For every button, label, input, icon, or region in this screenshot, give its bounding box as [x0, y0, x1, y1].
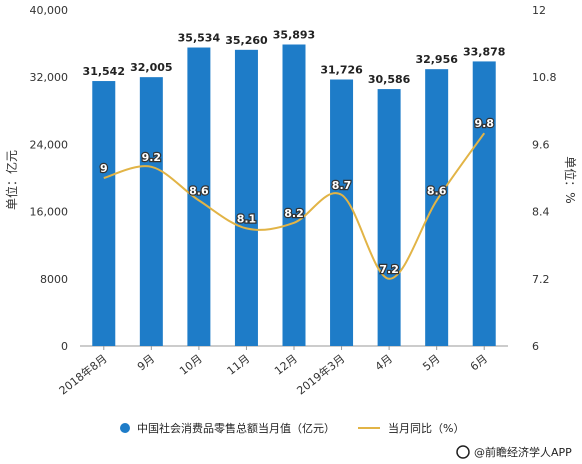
y-axis-right-title: 单位：%: [563, 156, 578, 203]
y-right-tick-label: 6: [532, 340, 539, 353]
x-tick-label: 11月: [225, 352, 253, 378]
line-value-label: 8.2: [284, 207, 304, 220]
bar: [187, 47, 211, 346]
y-axis-right: 6 7.2 8.4 9.6 10.8 12: [532, 4, 557, 353]
line-value-label: 9.8: [474, 117, 494, 130]
line-value-label: 8.7: [332, 179, 352, 192]
bar: [472, 61, 496, 346]
x-tick-label: 6月: [468, 352, 490, 373]
y-right-tick-label: 12: [532, 4, 546, 17]
bar: [234, 49, 258, 346]
y-left-tick-label: 16,000: [30, 206, 69, 219]
bar: [377, 89, 401, 346]
line-value-label: 8.6: [427, 184, 447, 197]
source-logo-icon: [456, 445, 470, 459]
source-text: @前瞻经济学人APP: [474, 445, 572, 459]
bar: [330, 79, 354, 347]
x-tick-label: 5月: [420, 352, 442, 373]
legend: 中国社会消费品零售总额当月值（亿元） 当月同比（%）: [120, 421, 464, 435]
line-value-label: 7.2: [379, 263, 399, 276]
bar: [139, 77, 163, 347]
legend-line-label: 当月同比（%）: [388, 421, 464, 435]
x-tick-label: 4月: [373, 352, 395, 373]
line-value-label: 8.1: [237, 212, 257, 225]
legend-bar-swatch: [120, 423, 130, 433]
line-data-labels: 9 9.2 8.6 8.1 8.2 8.7 7.2 8.6 9.8: [99, 116, 495, 277]
y-right-tick-label: 9.6: [532, 138, 550, 151]
bar: [425, 69, 449, 346]
bar-value-label: 35,260: [225, 34, 268, 47]
bar: [92, 81, 116, 346]
line-series: [103, 132, 486, 280]
line-value-label: 8.6: [189, 184, 209, 197]
y-left-tick-label: 32,000: [30, 71, 69, 84]
y-right-tick-label: 10.8: [532, 71, 557, 84]
x-tick-label: 9月: [135, 352, 157, 373]
yoy-line: [103, 132, 486, 280]
y-right-tick-label: 8.4: [532, 206, 550, 219]
bar-value-label: 35,893: [273, 28, 315, 41]
bar-value-label: 32,956: [415, 53, 458, 66]
bar-value-label: 31,726: [320, 64, 363, 77]
bar-data-labels: 31,542 32,005 35,534 35,260 35,893 31,726 30,5…: [83, 28, 506, 86]
legend-bar-label: 中国社会消费品零售总额当月值（亿元）: [137, 421, 335, 435]
x-tick-label: 10月: [177, 352, 205, 378]
bar-value-label: 35,534: [178, 32, 221, 45]
x-tick-label: 2019年3月: [294, 351, 348, 397]
line-value-label: 9: [100, 162, 108, 175]
bar-value-label: 32,005: [130, 61, 172, 74]
bar-value-label: 31,542: [83, 65, 125, 78]
y-left-tick-label: 0: [61, 340, 68, 353]
bar: [282, 44, 306, 346]
source-credit: @前瞻经济学人APP: [456, 445, 572, 459]
bar-series: [92, 44, 496, 347]
bar-value-label: 30,586: [368, 73, 411, 86]
y-axis-left-title: 单位：亿元: [4, 150, 19, 210]
y-axis-left: 0 8000 16,000 24,000 32,000 40,000: [30, 4, 69, 353]
bar-value-label: 33,878: [463, 45, 505, 58]
y-right-tick-label: 7.2: [532, 273, 550, 286]
x-tick-label: 2018年8月: [56, 351, 110, 397]
y-left-tick-label: 24,000: [30, 138, 69, 151]
y-left-tick-label: 8000: [40, 273, 68, 286]
y-left-tick-label: 40,000: [30, 4, 69, 17]
x-tick-label: 12月: [272, 352, 300, 378]
line-value-label: 9.2: [142, 151, 162, 164]
